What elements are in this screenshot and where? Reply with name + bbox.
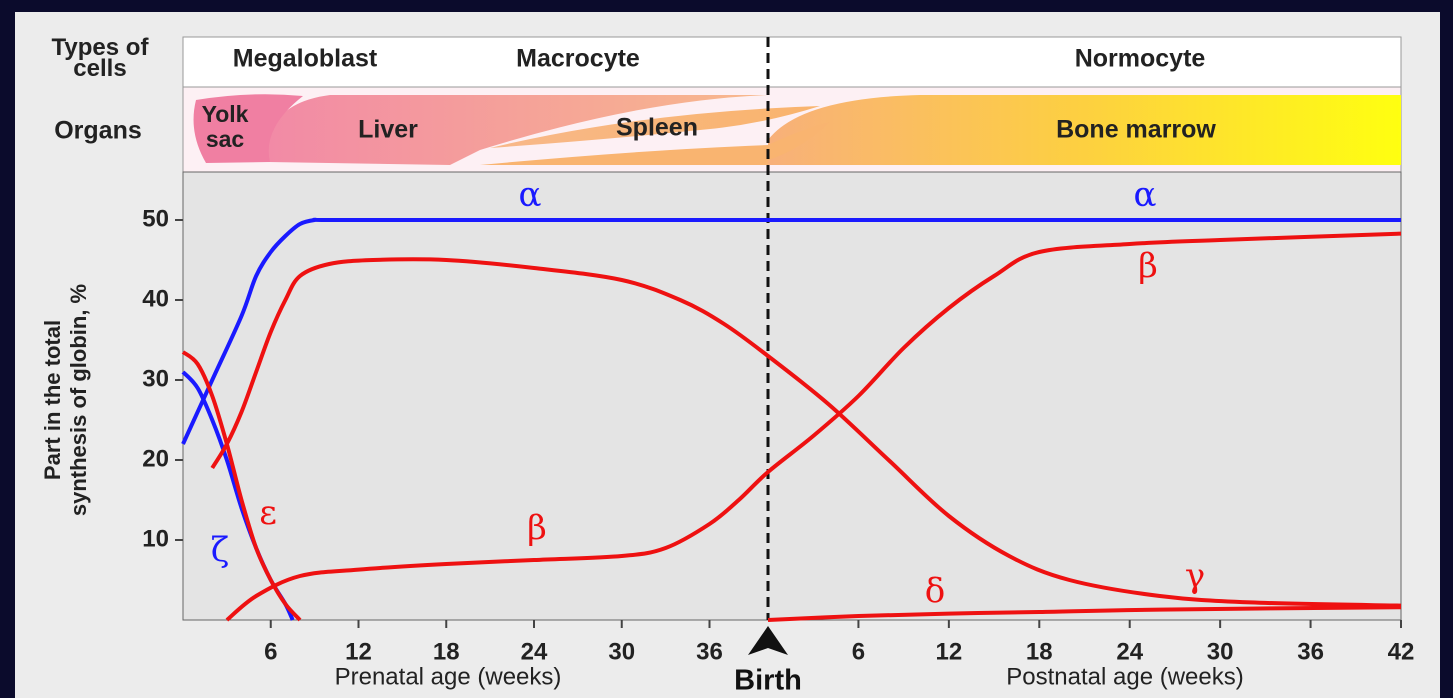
- cell-type: Macrocyte: [516, 45, 640, 73]
- y-tick-label: 50: [142, 205, 169, 232]
- x-tick-label: 24: [521, 638, 548, 665]
- cell-types-label-box: Types of cells: [20, 37, 180, 89]
- y-axis-label: Part in the total synthesis of globin, %: [40, 270, 92, 530]
- x-tick-label: 42: [1388, 638, 1415, 665]
- x-tick-label: 12: [936, 638, 963, 665]
- y-tick-label: 30: [142, 365, 169, 392]
- organ: Liver: [358, 116, 418, 144]
- x-tick-label: 30: [608, 638, 635, 665]
- birth-label: Birth: [734, 665, 802, 697]
- series-label: δ: [925, 571, 945, 611]
- series-label: γ: [1185, 556, 1205, 596]
- series-label: α: [1134, 175, 1157, 215]
- cell-type: Normocyte: [1075, 45, 1206, 73]
- x-axis-label: Prenatal age (weeks): [335, 663, 562, 690]
- yolk-sac-box: Yolk sac: [190, 102, 275, 164]
- y-label-box: Part in the total synthesis of globin, %: [40, 270, 100, 530]
- organ: Yolk sac: [190, 102, 260, 152]
- organ: Spleen: [616, 114, 698, 142]
- x-tick-label: 6: [264, 638, 277, 665]
- organs-label: Organs: [54, 117, 142, 145]
- x-tick-label: 30: [1207, 638, 1234, 665]
- x-axis-label: Postnatal age (weeks): [1006, 663, 1243, 690]
- chart: Types of cells Megaloblast Macrocyte Nor…: [0, 0, 1453, 698]
- series-label: β: [527, 508, 547, 548]
- x-tick-label: 6: [852, 638, 865, 665]
- series-label: β: [1138, 246, 1158, 286]
- series-label: ε: [259, 493, 277, 533]
- x-tick-label: 12: [345, 638, 372, 665]
- y-tick-label: 40: [142, 285, 169, 312]
- x-tick-label: 36: [696, 638, 723, 665]
- y-tick-label: 10: [142, 525, 169, 552]
- x-tick-label: 24: [1116, 638, 1143, 665]
- x-tick-label: 36: [1297, 638, 1324, 665]
- x-tick-label: 18: [433, 638, 460, 665]
- series-label: α: [519, 175, 542, 215]
- cell-types-label: Types of cells: [20, 37, 180, 79]
- series-label: ζ: [211, 530, 229, 570]
- cell-type: Megaloblast: [233, 45, 378, 73]
- organ: Bone marrow: [1056, 116, 1216, 144]
- y-tick-label: 20: [142, 445, 169, 472]
- x-tick-label: 18: [1026, 638, 1053, 665]
